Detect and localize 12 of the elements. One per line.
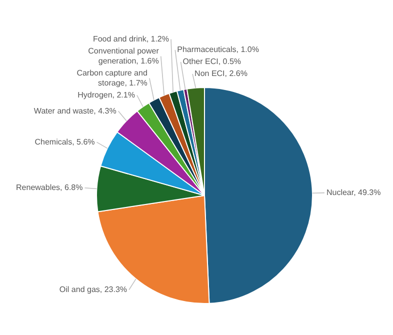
slice-label: Food and drink, 1.2%: [92, 34, 169, 44]
slice-label: Non ECI, 2.6%: [194, 69, 248, 78]
slice-label: Other ECI, 0.5%: [182, 57, 242, 66]
slice-label: Pharmaceuticals, 1.0%: [177, 45, 259, 54]
slice-label: Hydrogen, 2.1%: [78, 90, 135, 100]
slice-label: Nuclear, 49.3%: [326, 188, 381, 198]
slice-label: Water and waste, 4.3%: [34, 106, 116, 116]
slice-label: Conventional power generation, 1.6%: [88, 46, 160, 66]
slice-label: Oil and gas, 23.3%: [59, 284, 128, 294]
slice-label: Carbon capture and storage, 1.7%: [76, 68, 148, 88]
slice-label: Chemicals, 5.6%: [34, 137, 95, 146]
slice-label: Renewables, 6.8%: [16, 183, 83, 192]
